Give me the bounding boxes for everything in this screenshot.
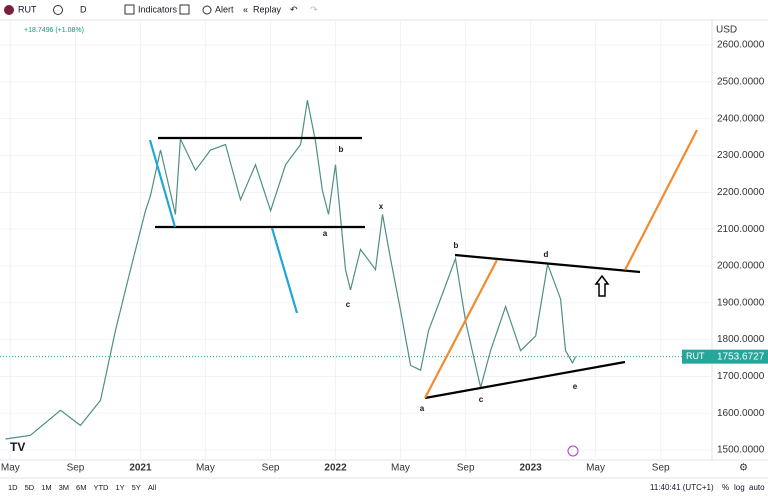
- trend-line[interactable]: [454, 253, 641, 274]
- wave-label: x: [379, 202, 384, 211]
- range-button[interactable]: 6M: [76, 483, 86, 492]
- logo: TV: [10, 440, 25, 454]
- x-tick-label: May: [1, 463, 20, 474]
- percent[interactable]: %: [722, 483, 729, 492]
- symbol-tag: [682, 349, 712, 364]
- arrow-up[interactable]: [594, 274, 610, 297]
- wave-label: d: [544, 250, 549, 259]
- wave-label: a: [323, 229, 328, 238]
- range-button[interactable]: 3M: [59, 483, 69, 492]
- x-tick-label: May: [196, 463, 215, 474]
- y-tick-label: 2600.0000: [717, 40, 765, 51]
- add-symbol[interactable]: [53, 5, 63, 15]
- x-tick-label: Sep: [457, 463, 475, 474]
- price-line: [5, 100, 577, 440]
- indicators-icon: [124, 4, 135, 15]
- y-tick-label: 2400.0000: [717, 113, 765, 124]
- y-tick-label: 2100.0000: [717, 224, 765, 235]
- y-tick-label: 2500.0000: [717, 76, 765, 87]
- y-tick-label: 2200.0000: [717, 187, 765, 198]
- replay-icon: «: [243, 4, 248, 14]
- x-tick-label: Sep: [67, 463, 85, 474]
- trend-line[interactable]: [148, 139, 177, 228]
- alert-icon: [202, 5, 212, 15]
- x-tick-label: Sep: [652, 463, 670, 474]
- x-tick-label: May: [391, 463, 410, 474]
- wave-label: e: [573, 382, 578, 391]
- range-button[interactable]: 1Y: [115, 483, 124, 492]
- currency: USD: [716, 25, 737, 36]
- y-tick-label: 1600.0000: [717, 408, 765, 419]
- y-tick-label: 1800.0000: [717, 334, 765, 345]
- interval[interactable]: D: [80, 4, 87, 14]
- change: +18.7496 (+1.08%): [24, 27, 84, 34]
- range-button[interactable]: All: [148, 483, 157, 492]
- range-button[interactable]: 5D: [25, 483, 35, 492]
- wave-label: a: [420, 404, 425, 413]
- price-tag-label: 1753.6727: [717, 351, 765, 362]
- y-tick-label: 1900.0000: [717, 297, 765, 308]
- y-tick-label: 1500.0000: [717, 445, 765, 456]
- drawings: [148, 129, 698, 400]
- price-tag: [712, 349, 768, 364]
- x-tick-label: 2023: [519, 463, 542, 474]
- range-button[interactable]: 1M: [41, 483, 51, 492]
- x-tick-label: 2022: [324, 463, 347, 474]
- settings[interactable]: ⚙: [739, 463, 748, 474]
- trend-line[interactable]: [424, 360, 626, 400]
- symbol-tag-label: RUT: [686, 351, 705, 361]
- trend-line[interactable]: [270, 227, 299, 314]
- layout-icon[interactable]: [179, 4, 190, 15]
- range-button[interactable]: YTD: [93, 483, 109, 492]
- log[interactable]: log: [734, 483, 745, 492]
- y-tick-label: 2000.0000: [717, 261, 765, 272]
- toolbar: [0, 0, 768, 20]
- symbol-icon: [4, 5, 14, 15]
- symbol[interactable]: RUT: [18, 4, 37, 14]
- event-icon[interactable]: [567, 445, 579, 457]
- indicators[interactable]: Indicators: [138, 4, 178, 14]
- wave-label: c: [346, 300, 351, 309]
- wave-label: b: [339, 145, 344, 154]
- x-tick-label: Sep: [262, 463, 280, 474]
- auto[interactable]: auto: [749, 483, 765, 492]
- trend-line[interactable]: [624, 129, 698, 271]
- x-tick-label: May: [586, 463, 605, 474]
- alert[interactable]: Alert: [215, 4, 234, 14]
- replay[interactable]: Replay: [253, 4, 282, 14]
- trend-line[interactable]: [424, 259, 498, 399]
- y-tick-label: 1700.0000: [717, 371, 765, 382]
- wave-label: c: [479, 395, 484, 404]
- range-button[interactable]: 5Y: [132, 483, 141, 492]
- wave-label: b: [454, 241, 459, 250]
- redo[interactable]: ↷: [310, 4, 318, 14]
- clock: 11:40:41 (UTC+1): [650, 483, 714, 492]
- y-tick-label: 2300.0000: [717, 150, 765, 161]
- undo[interactable]: ↶: [290, 4, 298, 14]
- x-tick-label: 2021: [129, 463, 152, 474]
- range-button[interactable]: 1D: [8, 483, 18, 492]
